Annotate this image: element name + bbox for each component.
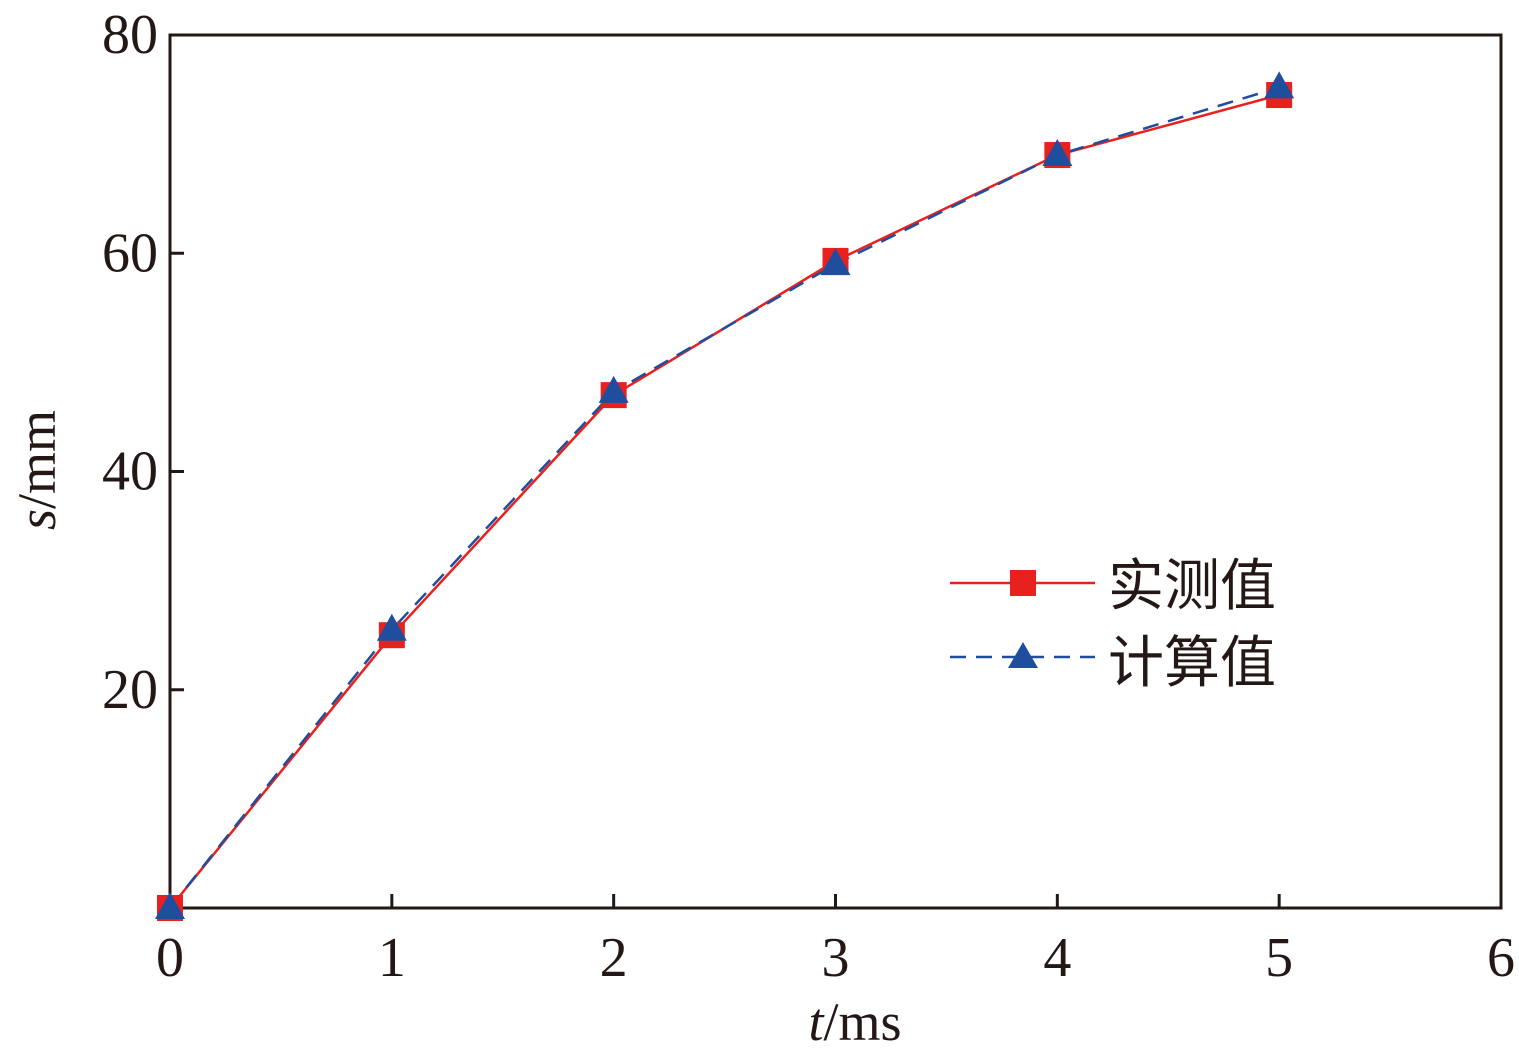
x-tick-label: 5 <box>1265 927 1293 989</box>
legend: 实测值 计算值 <box>950 554 1276 696</box>
x-axis-title: t/ms <box>808 992 901 1052</box>
y-axis-unit: /mm <box>7 410 67 509</box>
series-line-0 <box>169 93 1280 909</box>
y-tick-label: 40 <box>102 441 158 503</box>
data-point-calculated <box>1042 139 1073 167</box>
x-tick-label: 0 <box>156 927 184 989</box>
x-tick-label: 4 <box>1043 927 1071 989</box>
y-tick-label: 80 <box>102 4 158 66</box>
data-point-calculated <box>155 892 185 919</box>
data-point-calculated <box>598 375 629 403</box>
data-point-calculated <box>820 248 851 276</box>
data-point-calculated <box>1264 71 1295 99</box>
x-axis: 0 1 2 3 4 5 6 <box>156 894 1515 989</box>
legend-label-measured: 实测值 <box>1108 554 1276 619</box>
y-axis-title: s/mm <box>7 410 67 530</box>
x-tick-label: 6 <box>1487 927 1515 989</box>
plot-frame <box>168 33 1503 910</box>
series-line-1 <box>169 86 1280 909</box>
legend-item-measured: 实测值 <box>950 554 1276 619</box>
legend-marker-calculated <box>1008 642 1038 668</box>
x-tick-label: 1 <box>378 927 406 989</box>
y-tick-label: 20 <box>102 659 158 721</box>
data-point-calculated <box>376 613 407 641</box>
series-layer <box>155 71 1295 921</box>
x-axis-unit: /ms <box>823 992 901 1052</box>
y-axis-var: s <box>7 509 67 530</box>
legend-marker-measured <box>1010 570 1036 596</box>
x-tick-label: 2 <box>600 927 628 989</box>
y-tick-label: 60 <box>102 222 158 284</box>
legend-item-calculated: 计算值 <box>950 631 1276 696</box>
y-axis: 20 40 60 80 <box>102 4 184 721</box>
x-axis-var: t <box>808 992 825 1052</box>
legend-label-calculated: 计算值 <box>1108 631 1276 696</box>
x-tick-label: 3 <box>822 927 850 989</box>
